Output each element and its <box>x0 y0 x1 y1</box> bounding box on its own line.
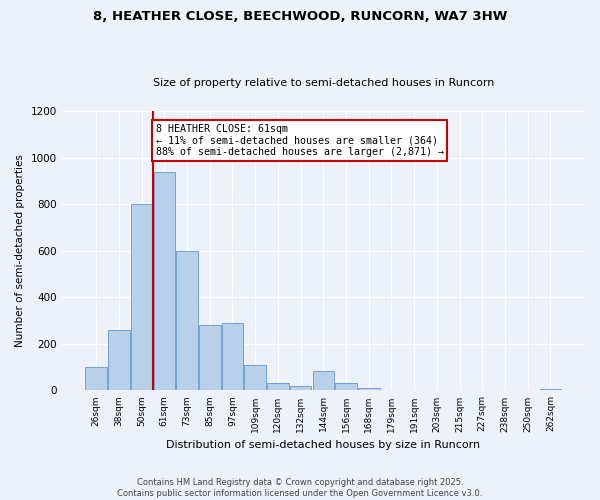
Bar <box>267 384 289 390</box>
Bar <box>199 325 221 390</box>
Bar <box>154 172 175 390</box>
Y-axis label: Number of semi-detached properties: Number of semi-detached properties <box>15 154 25 347</box>
Bar <box>335 384 357 390</box>
Bar <box>358 388 380 390</box>
Bar <box>85 367 107 390</box>
Bar <box>290 386 311 390</box>
Bar <box>108 330 130 390</box>
Bar <box>176 250 198 390</box>
Text: Contains HM Land Registry data © Crown copyright and database right 2025.
Contai: Contains HM Land Registry data © Crown c… <box>118 478 482 498</box>
Bar <box>313 370 334 390</box>
Text: 8 HEATHER CLOSE: 61sqm
← 11% of semi-detached houses are smaller (364)
88% of se: 8 HEATHER CLOSE: 61sqm ← 11% of semi-det… <box>156 124 444 157</box>
X-axis label: Distribution of semi-detached houses by size in Runcorn: Distribution of semi-detached houses by … <box>166 440 481 450</box>
Bar <box>244 365 266 390</box>
Bar <box>222 323 243 390</box>
Title: Size of property relative to semi-detached houses in Runcorn: Size of property relative to semi-detach… <box>152 78 494 88</box>
Bar <box>131 204 152 390</box>
Text: 8, HEATHER CLOSE, BEECHWOOD, RUNCORN, WA7 3HW: 8, HEATHER CLOSE, BEECHWOOD, RUNCORN, WA… <box>93 10 507 23</box>
